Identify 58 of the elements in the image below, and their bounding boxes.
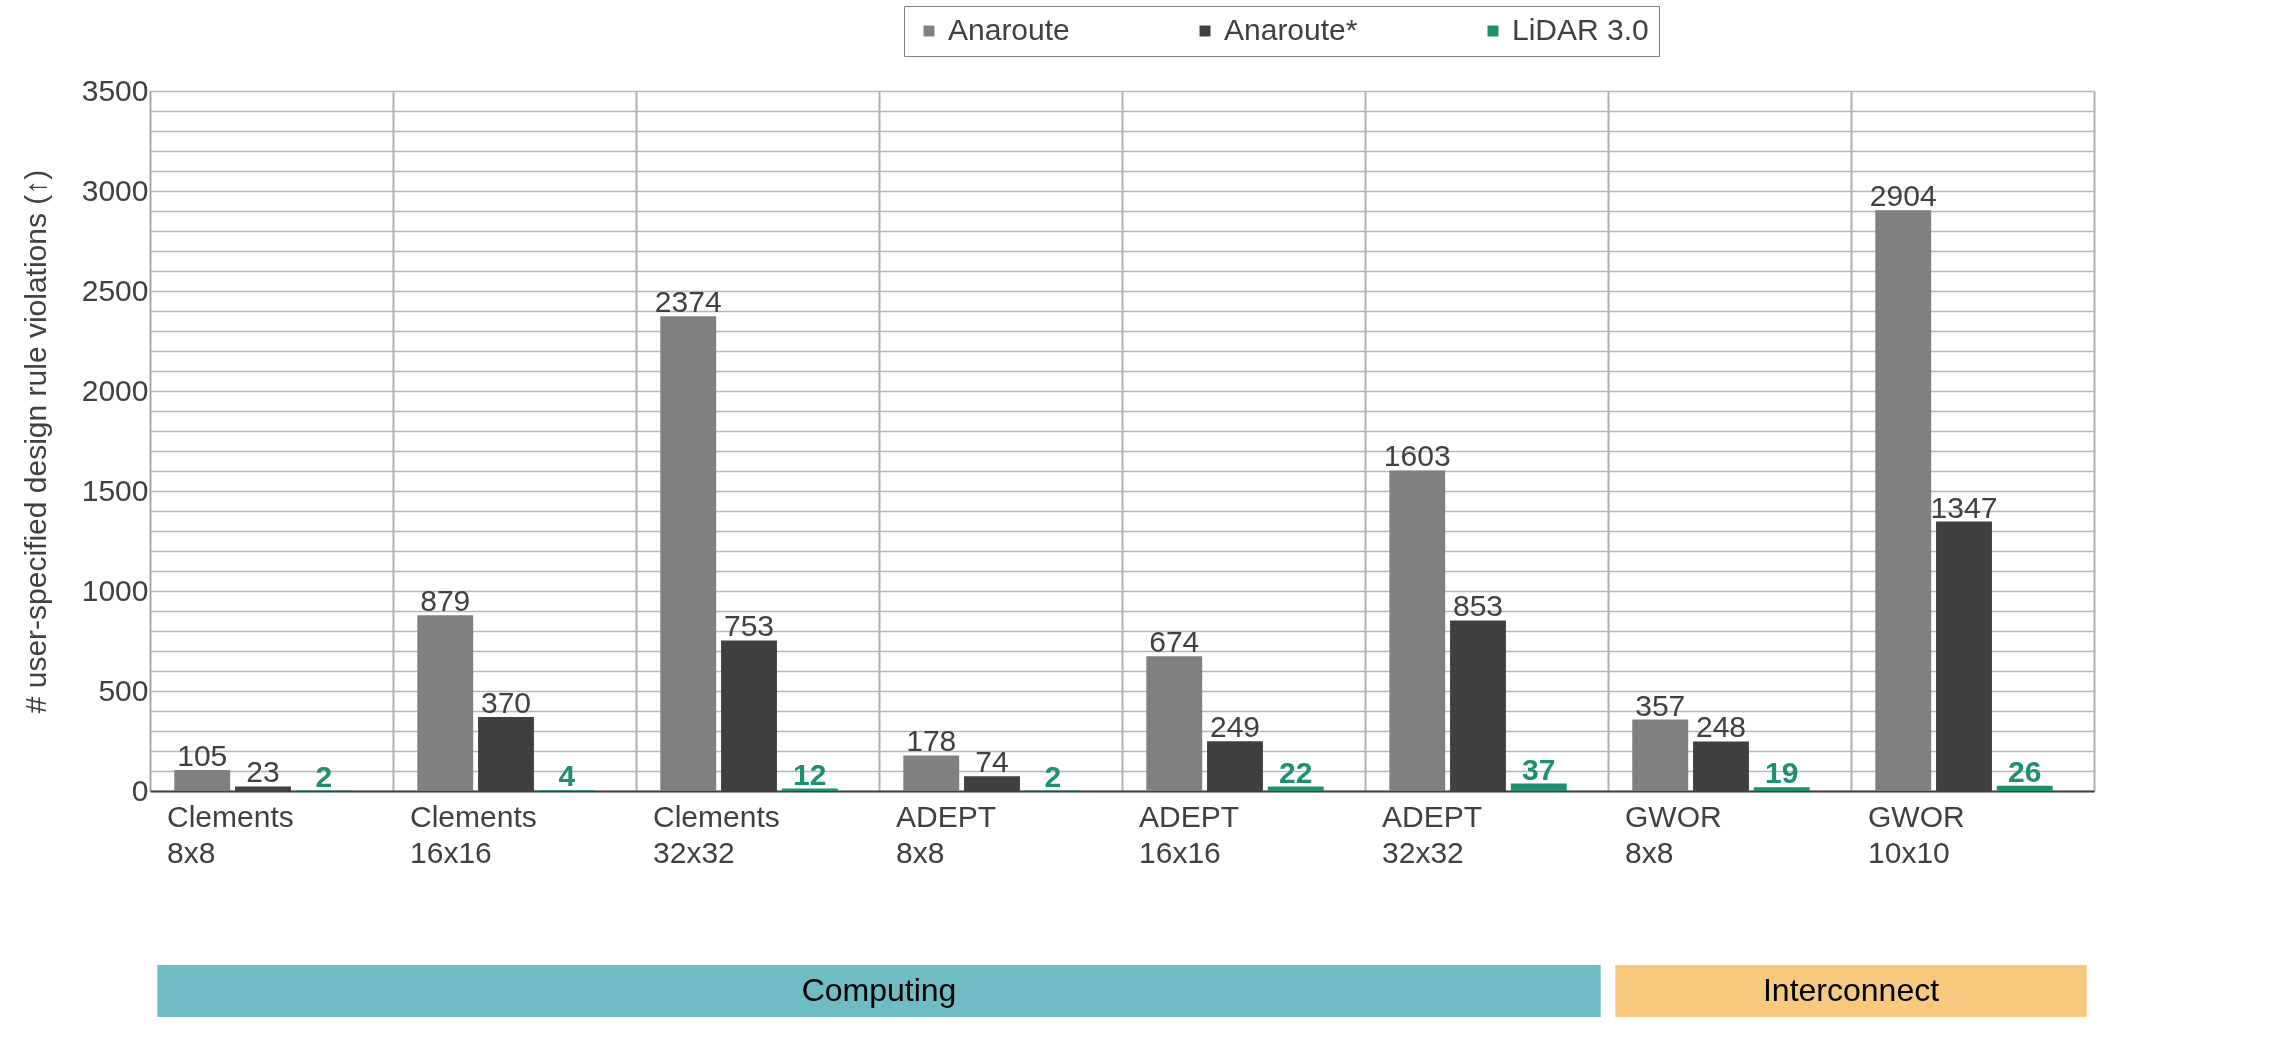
data-label: 105 xyxy=(177,739,228,772)
data-label: 37 xyxy=(1522,752,1556,786)
y-tick-label: 500 xyxy=(98,673,149,707)
bar xyxy=(1996,785,2053,791)
data-label: 22 xyxy=(1279,755,1313,789)
data-label: 26 xyxy=(2008,754,2042,788)
y-tick-label: 2000 xyxy=(81,373,149,407)
y-tick-label: 2500 xyxy=(81,273,149,307)
y-tick-label: 1500 xyxy=(81,473,149,507)
bar xyxy=(1267,786,1324,791)
data-label: 23 xyxy=(246,755,280,789)
data-label: 853 xyxy=(1452,589,1504,623)
legend-label: Anaroute* xyxy=(1224,13,1358,46)
x-tick-label: GWOR 8x8 xyxy=(1625,800,1722,869)
x-tick-label: ADEPT 32x32 xyxy=(1382,800,1483,869)
data-label: 1603 xyxy=(1383,439,1451,473)
data-label: 19 xyxy=(1765,756,1799,790)
text: Computing xyxy=(801,972,957,1008)
data-label: 2 xyxy=(315,759,333,793)
legend-label: LiDAR 3.0 xyxy=(1512,13,1649,46)
x-tick-label: ADEPT 16x16 xyxy=(1139,800,1240,869)
data-label: 2904 xyxy=(1869,179,1937,213)
bar xyxy=(417,615,474,791)
data-label: 12 xyxy=(793,757,827,791)
data-label: 2374 xyxy=(654,285,722,319)
y-tick-label: 3500 xyxy=(81,73,149,107)
data-label: 178 xyxy=(906,724,957,758)
bar xyxy=(1510,783,1567,791)
data-label: 249 xyxy=(1209,710,1261,744)
x-tick-label: Clements 32x32 xyxy=(653,800,780,869)
x-tick-label: Clements 8x8 xyxy=(167,800,294,869)
data-label: 879 xyxy=(420,584,471,618)
y-tick-label: 1000 xyxy=(81,573,149,607)
data-label: 357 xyxy=(1635,688,1686,722)
bar xyxy=(1389,470,1446,791)
data-label: 1347 xyxy=(1930,490,1998,524)
bar xyxy=(903,755,960,791)
x-tick-label: Clements 16x16 xyxy=(410,800,537,869)
data-label: 2 xyxy=(1044,759,1062,793)
x-tick-label: GWOR 10x10 xyxy=(1868,800,1965,869)
bar xyxy=(1146,656,1203,791)
bar xyxy=(1753,787,1810,791)
data-label: 370 xyxy=(480,686,532,719)
data-label: 674 xyxy=(1149,625,1200,659)
text: Interconnect xyxy=(1762,972,1940,1008)
bar xyxy=(1632,719,1689,791)
data-label: 74 xyxy=(975,745,1009,779)
data-label: 4 xyxy=(558,759,576,793)
bar xyxy=(1875,210,1932,791)
bar xyxy=(174,770,231,791)
y-tick-label: 0 xyxy=(131,773,149,807)
data-label: 248 xyxy=(1695,710,1747,744)
y-axis-title: # user-specified design rule violations (↑) xyxy=(18,169,52,714)
bar xyxy=(660,316,717,791)
y-tick-label: 3000 xyxy=(81,173,149,207)
data-label: 753 xyxy=(723,609,775,643)
legend-label: Anaroute xyxy=(948,13,1070,46)
x-tick-label: ADEPT 8x8 xyxy=(896,800,997,869)
